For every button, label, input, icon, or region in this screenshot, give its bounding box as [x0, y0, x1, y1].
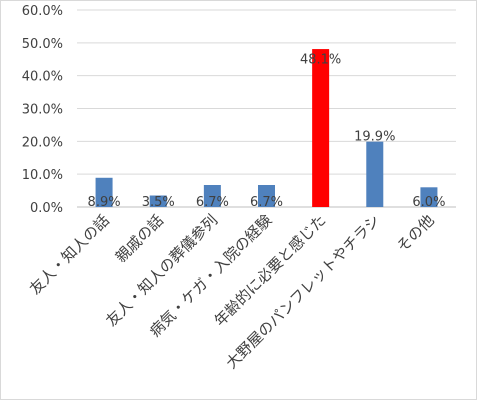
bar — [420, 187, 438, 207]
category-label: 親戚の話 — [112, 211, 167, 266]
data-label: 48.1% — [300, 52, 341, 67]
x-axis-categories: 友人・知人の話親戚の話友人・知人の葬儀参列病気・ケガ・入院の経験年齢的に必要と感… — [26, 211, 438, 372]
category-label: 友人・知人の話 — [26, 211, 113, 298]
bar — [258, 185, 275, 207]
data-label: 8.9% — [88, 195, 121, 210]
y-tick-label: 20.0% — [22, 135, 63, 150]
bar — [203, 185, 221, 207]
data-label: 3.5% — [142, 195, 175, 210]
y-tick-label: 30.0% — [22, 103, 63, 118]
data-labels: 8.9% 3.5% 6.7% 6.7% 48.1% 19.9% 6.0% — [88, 52, 446, 210]
category-label: その他 — [393, 211, 438, 256]
data-label: 19.9% — [354, 130, 395, 145]
data-label: 6.7% — [196, 195, 229, 210]
bar — [95, 177, 113, 207]
data-label: 6.7% — [250, 195, 283, 210]
y-tick-label: 50.0% — [22, 37, 63, 52]
data-label: 6.0% — [412, 195, 445, 210]
bar — [149, 195, 167, 207]
gridlines — [77, 9, 456, 208]
y-tick-label: 10.0% — [22, 168, 63, 183]
bar — [366, 141, 384, 207]
y-tick-label: 60.0% — [22, 4, 63, 19]
bar — [312, 49, 330, 207]
y-axis-ticks: 0.0% 10.0% 20.0% 30.0% 40.0% 50.0% 60.0% — [22, 4, 63, 216]
y-tick-label: 0.0% — [30, 201, 63, 216]
y-tick-label: 40.0% — [22, 70, 63, 85]
bars — [95, 49, 438, 207]
